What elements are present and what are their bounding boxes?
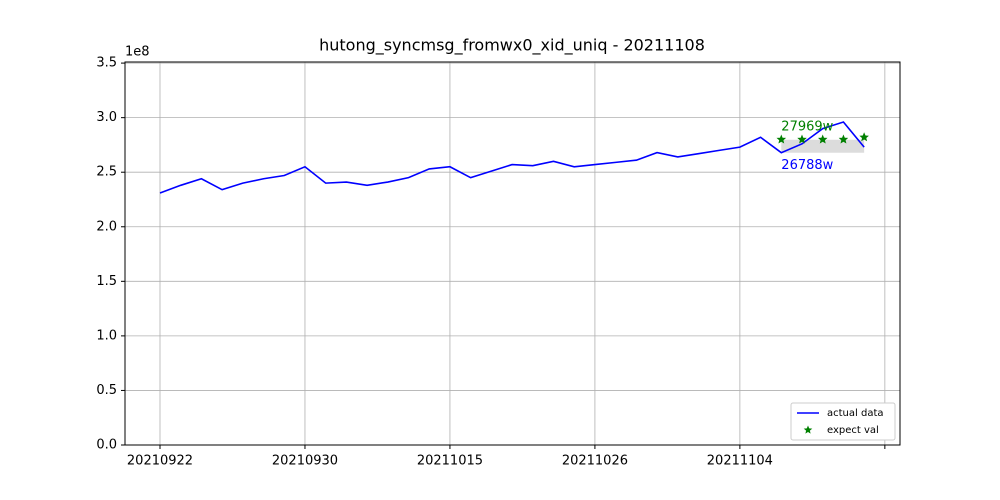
y-tick-label: 0.5	[96, 383, 117, 398]
x-tick-label: 20211026	[562, 454, 628, 469]
y-tick-label: 3.5	[96, 56, 117, 71]
star-marker	[797, 134, 807, 144]
y-tick-label: 0.0	[96, 438, 117, 453]
expected-band	[781, 139, 865, 153]
star-marker	[818, 134, 828, 144]
annotation: 27969w	[781, 119, 833, 134]
legend-label: expect val	[827, 425, 879, 436]
chart-title: hutong_syncmsg_fromwx0_xid_uniq - 202111…	[319, 36, 705, 56]
star-marker	[838, 134, 849, 144]
y-tick-label: 1.0	[96, 328, 117, 343]
star-marker	[859, 132, 869, 142]
x-tick-label: 20210922	[127, 454, 193, 469]
y-tick-label: 1.5	[96, 274, 117, 289]
plot-frame	[124, 61, 901, 446]
legend-label: actual data	[827, 408, 884, 419]
legend-swatch	[803, 425, 813, 434]
y-tick-label: 3.0	[96, 110, 117, 125]
annotation: 26788w	[781, 158, 833, 173]
line	[159, 121, 865, 194]
star-marker	[776, 134, 787, 144]
x-tick-label: 20211015	[417, 454, 483, 469]
y-tick-label: 2.0	[96, 219, 117, 234]
y-tick-label: 2.5	[96, 165, 117, 180]
y-offset-label: 1e8	[125, 45, 150, 60]
x-tick-label: 20210930	[272, 454, 338, 469]
x-tick-label: 20211104	[707, 454, 773, 469]
